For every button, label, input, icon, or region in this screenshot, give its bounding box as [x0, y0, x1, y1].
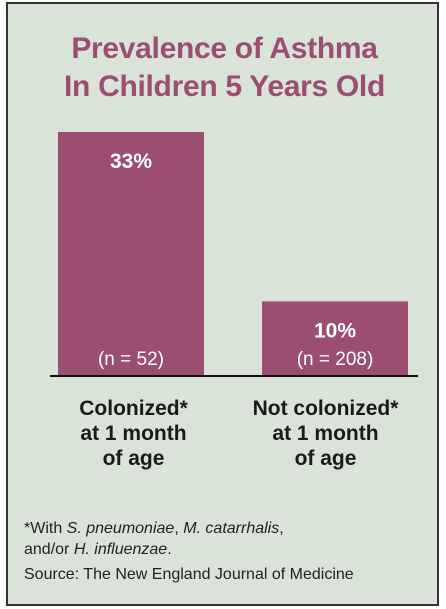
title-line-2: In Children 5 Years Old	[64, 70, 385, 103]
sample-size-label: (n = 208)	[297, 349, 374, 370]
organism-1: S. pneumoniae	[66, 520, 175, 537]
category-label-line: Colonized*	[79, 397, 188, 420]
bar	[58, 132, 204, 375]
chart-panel: Prevalence of Asthma In Children 5 Years…	[6, 2, 439, 606]
footnote-separator: ,	[174, 520, 184, 537]
value-label: 10%	[314, 319, 356, 342]
footnote: *With S. pneumoniae, M. catarrhalis, and…	[24, 518, 429, 560]
title-line-1: Prevalence of Asthma	[71, 32, 378, 65]
source-note: Source: The New England Journal of Medic…	[24, 566, 354, 583]
footnote-end: .	[167, 541, 172, 558]
category-label-line: at 1 month	[80, 422, 187, 445]
bar	[262, 301, 408, 375]
category-label-line: Not colonized*	[252, 397, 399, 420]
category-label-line: at 1 month	[272, 422, 379, 445]
category-label-line: of age	[102, 447, 165, 470]
organism-3: H. influenzae	[73, 541, 168, 558]
category-label-line: of age	[294, 447, 357, 470]
value-label: 33%	[110, 150, 152, 173]
category-label-not-colonized: Not colonized* at 1 month of age	[238, 396, 413, 471]
bar-chart: 33% (n = 52) 10% (n = 208)	[50, 132, 418, 377]
organism-2: M. catarrhalis	[183, 520, 280, 537]
footnote-mid: and/or	[24, 541, 74, 558]
sample-size-label: (n = 52)	[98, 349, 164, 370]
chart-title: Prevalence of Asthma In Children 5 Years…	[8, 30, 441, 106]
footnote-separator: ,	[279, 520, 284, 537]
category-label-colonized: Colonized* at 1 month of age	[46, 396, 221, 471]
footnote-prefix: *With	[24, 520, 67, 537]
